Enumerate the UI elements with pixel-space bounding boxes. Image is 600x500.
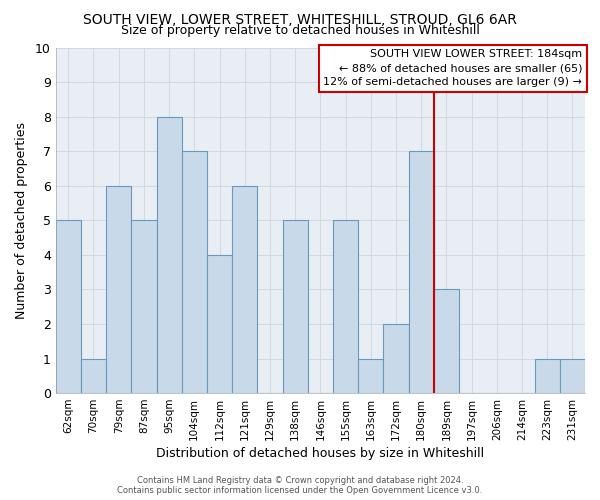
Bar xyxy=(232,186,257,393)
Bar xyxy=(56,220,81,393)
Bar xyxy=(157,116,182,393)
Bar xyxy=(409,151,434,393)
Text: SOUTH VIEW, LOWER STREET, WHITESHILL, STROUD, GL6 6AR: SOUTH VIEW, LOWER STREET, WHITESHILL, ST… xyxy=(83,12,517,26)
Bar xyxy=(106,186,131,393)
Text: SOUTH VIEW LOWER STREET: 184sqm
← 88% of detached houses are smaller (65)
12% of: SOUTH VIEW LOWER STREET: 184sqm ← 88% of… xyxy=(323,49,583,87)
Text: Contains HM Land Registry data © Crown copyright and database right 2024.
Contai: Contains HM Land Registry data © Crown c… xyxy=(118,476,482,495)
Bar xyxy=(131,220,157,393)
Bar xyxy=(535,358,560,393)
Text: Size of property relative to detached houses in Whiteshill: Size of property relative to detached ho… xyxy=(121,24,479,37)
Bar xyxy=(383,324,409,393)
X-axis label: Distribution of detached houses by size in Whiteshill: Distribution of detached houses by size … xyxy=(156,447,484,460)
Bar xyxy=(283,220,308,393)
Bar xyxy=(560,358,585,393)
Bar xyxy=(333,220,358,393)
Bar xyxy=(434,290,459,393)
Bar xyxy=(358,358,383,393)
Bar xyxy=(207,255,232,393)
Bar xyxy=(81,358,106,393)
Bar xyxy=(182,151,207,393)
Y-axis label: Number of detached properties: Number of detached properties xyxy=(15,122,28,319)
